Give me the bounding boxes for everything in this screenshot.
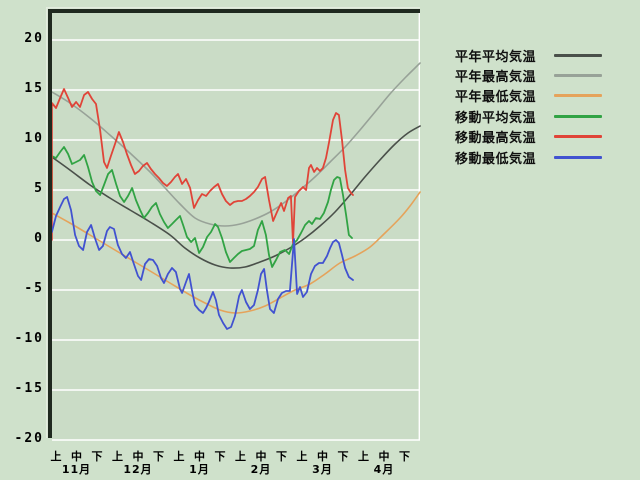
legend-label: 平年最高気温: [455, 70, 537, 86]
series-line-1: [51, 62, 421, 227]
legend: 平年平均気温 平年最高気温 平年最低気温 移動平均気温 移動最高気温 移動最低気温: [455, 45, 602, 167]
x-tick-label-decade: 上: [173, 450, 185, 463]
x-tick-label-decade: 下: [153, 450, 164, 463]
y-tick-label-15: 15: [24, 81, 44, 96]
plot-area: [52, 12, 420, 440]
plot-border-top: [48, 9, 420, 13]
x-tick-label-decade: 中: [317, 450, 328, 463]
legend-line-swatch: [554, 74, 602, 78]
series-line-4: [51, 88, 354, 244]
y-tick-label-0: 0: [34, 231, 44, 246]
x-tick-label-decade: 上: [235, 450, 246, 463]
x-month-label: 3月: [312, 463, 333, 476]
legend-label: 移動平均気温: [455, 110, 537, 126]
x-tick-label-decade: 下: [276, 450, 287, 463]
x-tick-label-decade: 上: [358, 450, 369, 463]
x-month-label: 2月: [250, 463, 272, 476]
x-tick-label-decade: 上: [50, 450, 62, 463]
border-highlight-left: [46, 7, 48, 438]
y-tick-label--5: -5: [24, 281, 44, 296]
y-tick-label--15: -15: [14, 381, 44, 396]
legend-line-swatch: [554, 53, 602, 57]
series-line-2: [51, 191, 421, 314]
legend-line-swatch: [554, 114, 602, 118]
legend-line-swatch: [554, 94, 602, 98]
series-line-5: [51, 196, 354, 330]
x-tick-label-decade: 上: [296, 450, 308, 463]
legend-item-4: 移動最高気温: [455, 127, 602, 147]
x-tick-label-decade: 中: [378, 450, 390, 463]
y-tick-label--20: -20: [14, 431, 44, 446]
y-tick-label-10: 10: [24, 131, 44, 146]
legend-label: 移動最高気温: [455, 131, 537, 147]
x-month-label: 12月: [123, 463, 153, 476]
y-tick-label-20: 20: [24, 31, 44, 46]
legend-label: 平年最低気温: [455, 90, 537, 106]
x-month-label: 11月: [61, 463, 92, 476]
x-month-label: 1月: [189, 463, 210, 476]
x-tick-label-decade: 中: [132, 450, 144, 463]
legend-line-swatch: [554, 155, 602, 159]
border-highlight-top: [46, 7, 420, 9]
legend-item-2: 平年最低気温: [455, 86, 602, 106]
legend-item-5: 移動最低気温: [455, 147, 602, 167]
x-tick-label-decade: 中: [255, 450, 267, 463]
legend-item-3: 移動平均気温: [455, 106, 602, 126]
legend-line-swatch: [554, 135, 602, 139]
x-tick-label-decade: 上: [112, 450, 123, 463]
x-tick-label-decade: 中: [71, 450, 82, 463]
series-line-0: [51, 125, 421, 269]
legend-label: 平年平均気温: [455, 49, 537, 65]
x-tick-label-decade: 中: [194, 450, 205, 463]
x-month-label: 4月: [373, 463, 395, 476]
x-tick-label-decade: 下: [91, 450, 103, 463]
x-tick-label-decade: 下: [337, 450, 349, 463]
plot-border-left: [48, 9, 52, 438]
x-tick-label-decade: 下: [399, 450, 410, 463]
x-tick-label-decade: 下: [214, 450, 226, 463]
legend-item-0: 平年平均気温: [455, 45, 602, 65]
gridlines: [52, 12, 420, 441]
legend-item-1: 平年最高気温: [455, 65, 602, 85]
series-lines: [51, 62, 421, 330]
y-tick-label--10: -10: [14, 331, 44, 346]
series-line-3: [51, 146, 353, 268]
legend-label: 移動最低気温: [455, 151, 537, 167]
y-tick-label-5: 5: [34, 181, 44, 196]
